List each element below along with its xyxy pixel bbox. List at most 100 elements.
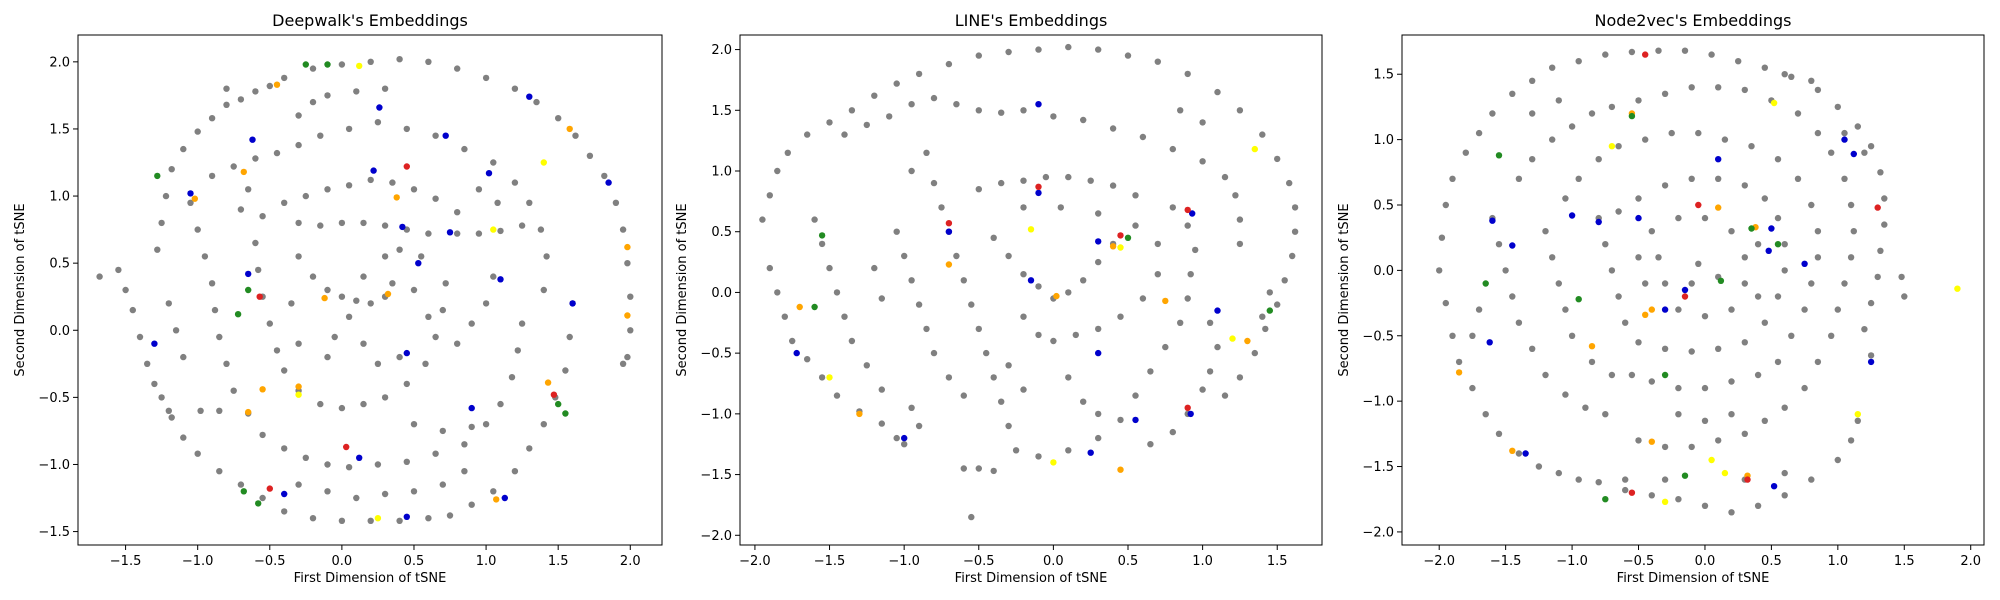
scatter-point xyxy=(1535,463,1543,470)
scatter-point xyxy=(1814,86,1822,94)
scatter-point xyxy=(1109,182,1117,189)
scatter-point xyxy=(208,280,216,287)
scatter-point xyxy=(410,186,418,193)
scatter-point xyxy=(1715,204,1722,211)
x-tick-label: −1.5 xyxy=(110,554,142,569)
scatter-point xyxy=(1117,466,1124,473)
scatter-point xyxy=(1147,441,1154,448)
scatter-point xyxy=(439,427,446,435)
scatter-point xyxy=(1622,319,1629,326)
scatter-point xyxy=(968,513,975,521)
scatter-point xyxy=(930,179,938,187)
scatter-point xyxy=(302,192,309,200)
scatter-point xyxy=(273,149,281,157)
scatter-point xyxy=(1774,293,1782,300)
scatter-point xyxy=(1568,123,1576,130)
scatter-point xyxy=(432,450,439,457)
scatter-point xyxy=(295,391,302,398)
scatter-point xyxy=(1701,417,1709,424)
scatter-point xyxy=(1509,242,1516,249)
scatter-point xyxy=(1274,155,1281,163)
scatter-point xyxy=(1901,293,1908,300)
scatter-point xyxy=(871,264,878,272)
scatter-point xyxy=(586,152,594,159)
scatter-point xyxy=(425,58,432,65)
scatter-point xyxy=(1529,156,1536,163)
y-axis-label-deepwalk: Second Dimension of tSNE xyxy=(13,203,28,376)
scatter-point xyxy=(1741,254,1749,261)
scatter-point xyxy=(1184,206,1191,214)
scatter-point xyxy=(1781,71,1788,78)
scatter-point xyxy=(252,155,259,162)
scatter-point xyxy=(501,494,508,502)
scatter-point xyxy=(1065,374,1072,381)
scatter-point xyxy=(1717,277,1725,284)
series-0-node2vec xyxy=(1436,47,1908,516)
scatter-point xyxy=(497,276,504,283)
scatter-point xyxy=(1768,225,1775,232)
scatter-point xyxy=(1184,70,1191,78)
scatter-point xyxy=(396,353,403,361)
scatter-point xyxy=(1244,337,1251,345)
x-tick-label: −1.5 xyxy=(1490,554,1522,569)
scatter-point xyxy=(975,465,982,472)
scatter-point xyxy=(396,517,403,524)
y-axis-label-node2vec: Second Dimension of tSNE xyxy=(1337,203,1352,376)
x-tick-label: −2.0 xyxy=(739,554,771,569)
scatter-point xyxy=(1770,99,1778,107)
scatter-point xyxy=(1455,358,1463,366)
scatter-point xyxy=(288,300,295,307)
scatter-point xyxy=(273,347,281,354)
scatter-point xyxy=(784,149,791,156)
scatter-point xyxy=(490,159,497,166)
scatter-point xyxy=(1555,280,1563,287)
series-3-line xyxy=(945,183,1191,411)
scatter-point xyxy=(367,300,374,307)
scatter-point xyxy=(403,458,410,465)
scatter-point xyxy=(381,222,389,229)
scatter-point xyxy=(863,121,870,129)
scatter-point xyxy=(259,386,266,393)
scatter-point xyxy=(893,228,900,235)
scatter-point xyxy=(1867,299,1875,307)
scatter-point xyxy=(766,264,773,272)
scatter-point xyxy=(1847,201,1855,209)
scatter-point xyxy=(446,229,454,236)
scatter-point xyxy=(122,286,129,294)
scatter-point xyxy=(998,179,1005,187)
series-5-node2vec xyxy=(1608,99,1961,505)
scatter-point xyxy=(468,423,475,431)
scatter-point xyxy=(1774,214,1782,222)
y-tick-label: −2.0 xyxy=(700,529,732,544)
scatter-point xyxy=(1515,319,1523,326)
scatter-point xyxy=(454,209,461,216)
scatter-point xyxy=(1236,216,1244,223)
scatter-point xyxy=(237,96,245,103)
scatter-point xyxy=(295,112,302,119)
scatter-point xyxy=(281,199,288,206)
scatter-point xyxy=(1770,483,1778,490)
scatter-point xyxy=(415,260,422,267)
scatter-point xyxy=(1715,84,1722,91)
scatter-point xyxy=(158,219,165,227)
x-tick-label: 1.0 xyxy=(1827,554,1848,569)
scatter-point xyxy=(1236,374,1244,381)
scatter-point xyxy=(1236,240,1244,248)
scatter-point xyxy=(833,392,841,399)
scatter-point xyxy=(1020,313,1027,320)
scatter-point xyxy=(1841,136,1848,143)
scatter-point xyxy=(1781,404,1788,411)
scatter-point xyxy=(1675,214,1682,222)
scatter-point xyxy=(353,88,360,95)
scatter-point xyxy=(1509,447,1516,454)
scatter-point xyxy=(1549,64,1556,71)
scatter-point xyxy=(1229,335,1236,342)
scatter-point xyxy=(1588,343,1596,350)
scatter-point xyxy=(338,293,346,300)
scatter-point xyxy=(1442,201,1450,209)
y-tick-label: 1.5 xyxy=(49,122,70,137)
scatter-point xyxy=(482,300,490,307)
x-tick-label: 0.5 xyxy=(1118,554,1139,569)
scatter-point xyxy=(442,280,449,287)
x-axis-label-deepwalk: First Dimension of tSNE xyxy=(294,571,447,586)
